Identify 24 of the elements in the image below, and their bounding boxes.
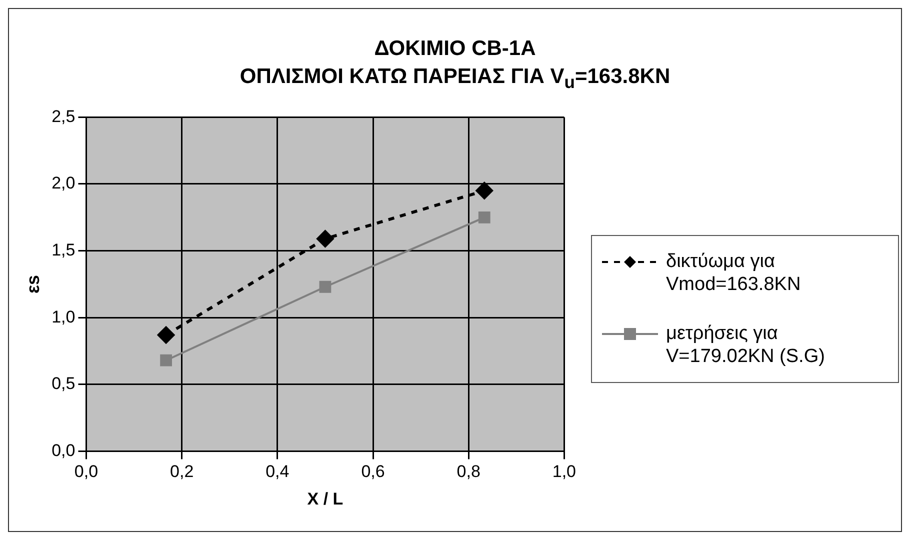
legend-label: μετρήσεις για V=179.02KN (S.G) — [666, 322, 826, 368]
y-tick-label: 2,0 — [52, 174, 76, 193]
x-tick-label: 0,4 — [266, 462, 290, 482]
x-tick-label: 0,6 — [361, 462, 385, 482]
point — [158, 326, 175, 344]
y-tick-label: 0,0 — [52, 441, 76, 460]
point — [478, 212, 490, 224]
chart-subtitle: ΟΠΛΙΣΜΟΙ ΚΑΤΩ ΠΑΡΕΙΑΣ ΓΙΑ V$_{u}$=163.8KN — [238, 64, 672, 94]
point — [316, 230, 334, 248]
y-tick-label: 0,5 — [52, 374, 76, 394]
legend-label: δικτύωμα για Vmod=163.8KN — [666, 250, 802, 296]
point — [476, 182, 493, 200]
point — [319, 281, 332, 294]
x-tick-label: 0,8 — [456, 462, 480, 482]
y-axis-title: εs — [22, 275, 43, 294]
chart-title: ΔΟΚΙΜΙΟ CB-1A — [373, 36, 537, 62]
point — [160, 354, 172, 366]
y-tick-label: 2,5 — [52, 107, 76, 126]
x-tick-label: 0,0 — [74, 462, 98, 482]
x-tick-label: 1,0 — [552, 462, 576, 482]
x-axis-title: X / L — [307, 490, 344, 509]
y-tick-label: 1,0 — [52, 307, 76, 326]
y-tick-label: 1,5 — [52, 240, 76, 260]
x-tick-label: 0,2 — [170, 462, 194, 482]
